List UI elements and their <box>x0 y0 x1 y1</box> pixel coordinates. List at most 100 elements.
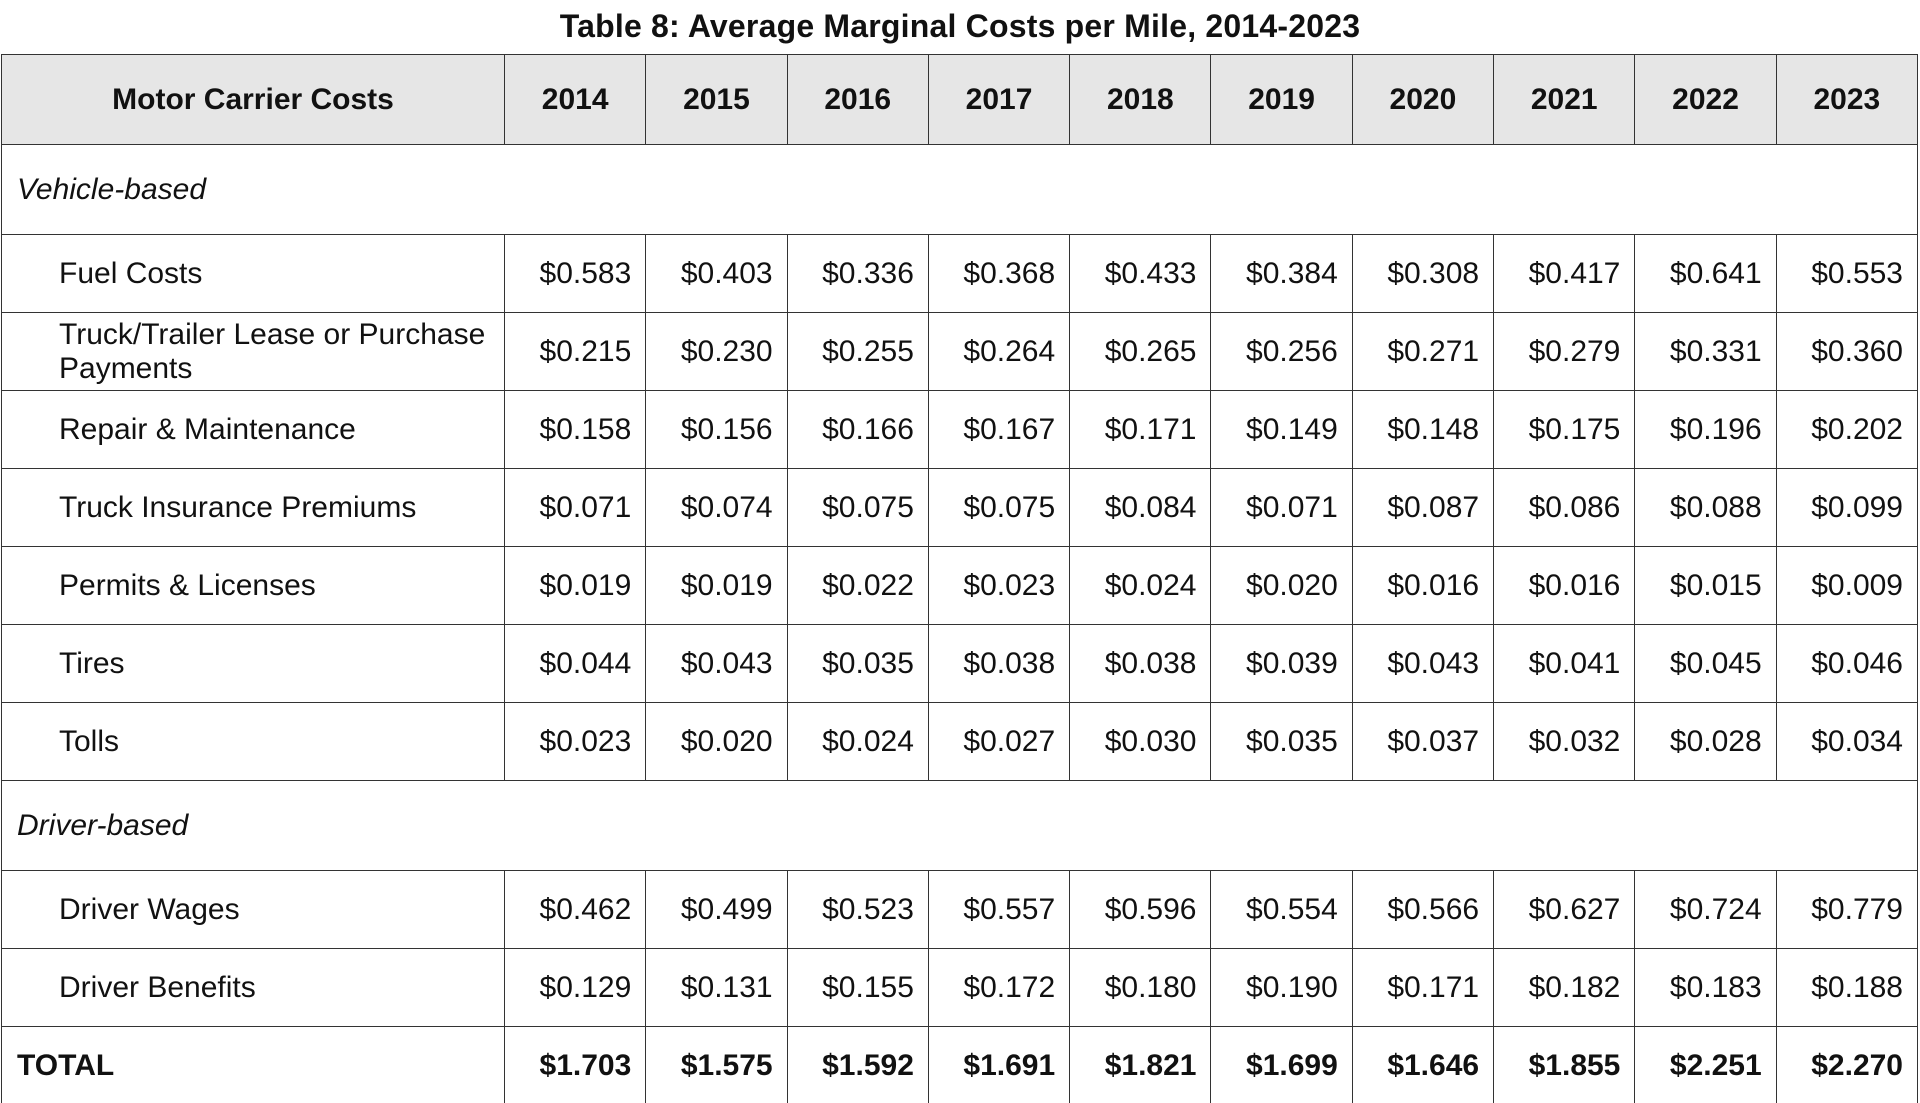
table-row: Fuel Costs $0.583 $0.403 $0.336 $0.368 $0.433… <box>1 234 1919 313</box>
value-cell: $0.167 <box>927 390 1071 469</box>
table-title: Table 8: Average Marginal Costs per Mile… <box>559 8 1361 44</box>
header-year-cell: 2019 <box>1210 54 1353 145</box>
table-body: Vehicle-based Fuel Costs $0.583 $0.403 $0.33… <box>1 144 1919 1103</box>
value-cell: $0.523 <box>786 870 929 949</box>
value-cell: $0.336 <box>786 234 929 313</box>
value-cell: $0.043 <box>1351 624 1495 703</box>
value-cell: $0.075 <box>927 468 1071 547</box>
total-value-cell: $2.270 <box>1775 1026 1919 1103</box>
value-cell: $0.022 <box>786 546 929 625</box>
value-cell: $0.202 <box>1775 390 1919 469</box>
value-cell: $0.190 <box>1210 948 1353 1027</box>
costs-table: Motor Carrier Costs 2014 2015 2016 2017 2018… <box>1 54 1919 1103</box>
value-cell: $0.071 <box>503 468 647 547</box>
value-cell: $0.264 <box>927 312 1071 391</box>
value-cell: $0.553 <box>1775 234 1919 313</box>
value-cell: $0.331 <box>1634 312 1777 391</box>
value-cell: $0.084 <box>1069 468 1212 547</box>
table-header: Motor Carrier Costs 2014 2015 2016 2017 2018… <box>1 54 1919 145</box>
table-row: Driver Benefits $0.129 $0.131 $0.155 $0.172 $… <box>1 948 1919 1027</box>
value-cell: $0.462 <box>503 870 647 949</box>
value-cell: $0.183 <box>1634 948 1777 1027</box>
total-row: TOTAL $1.703 $1.575 $1.592 $1.691 $1.821 $1.69… <box>1 1026 1919 1103</box>
value-cell: $0.196 <box>1634 390 1777 469</box>
header-year-cell: 2021 <box>1493 54 1636 145</box>
value-cell: $0.087 <box>1351 468 1495 547</box>
value-cell: $0.627 <box>1493 870 1636 949</box>
value-cell: $0.015 <box>1634 546 1777 625</box>
row-label: Truck/Trailer Lease or Purchase Payments <box>1 312 505 391</box>
value-cell: $0.596 <box>1069 870 1212 949</box>
value-cell: $0.044 <box>503 624 647 703</box>
value-cell: $0.037 <box>1351 702 1495 781</box>
value-cell: $0.166 <box>786 390 929 469</box>
value-cell: $0.009 <box>1775 546 1919 625</box>
header-year-cell: 2023 <box>1775 54 1919 145</box>
value-cell: $0.182 <box>1493 948 1636 1027</box>
value-cell: $0.171 <box>1069 390 1212 469</box>
value-cell: $0.641 <box>1634 234 1777 313</box>
value-cell: $0.583 <box>503 234 647 313</box>
header-year-cell: 2017 <box>927 54 1071 145</box>
value-cell: $0.230 <box>645 312 788 391</box>
header-year-cell: 2020 <box>1351 54 1495 145</box>
row-label: Tolls <box>1 702 505 781</box>
value-cell: $0.271 <box>1351 312 1495 391</box>
value-cell: $0.158 <box>503 390 647 469</box>
value-cell: $0.724 <box>1634 870 1777 949</box>
value-cell: $0.019 <box>645 546 788 625</box>
total-value-cell: $1.821 <box>1069 1026 1212 1103</box>
value-cell: $0.215 <box>503 312 647 391</box>
value-cell: $0.172 <box>927 948 1071 1027</box>
value-cell: $0.148 <box>1351 390 1495 469</box>
value-cell: $0.149 <box>1210 390 1353 469</box>
table-row: Truck/Trailer Lease or Purchase Payments… <box>1 312 1919 391</box>
header-row: Motor Carrier Costs 2014 2015 2016 2017 2018… <box>1 54 1919 145</box>
value-cell: $0.032 <box>1493 702 1636 781</box>
value-cell: $0.180 <box>1069 948 1212 1027</box>
header-label-cell: Motor Carrier Costs <box>1 54 505 145</box>
value-cell: $0.071 <box>1210 468 1353 547</box>
value-cell: $0.554 <box>1210 870 1353 949</box>
header-year-cell: 2022 <box>1634 54 1777 145</box>
value-cell: $0.023 <box>927 546 1071 625</box>
value-cell: $0.043 <box>645 624 788 703</box>
section-label: Vehicle-based <box>1 144 1918 235</box>
total-value-cell: $2.251 <box>1634 1026 1777 1103</box>
table-row: Tires $0.044 $0.043 $0.035 $0.038 $0.038 $0.03… <box>1 624 1919 703</box>
value-cell: $0.255 <box>786 312 929 391</box>
value-cell: $0.016 <box>1493 546 1636 625</box>
table-row: Truck Insurance Premiums $0.071 $0.074 $0.0… <box>1 468 1919 547</box>
value-cell: $0.024 <box>1069 546 1212 625</box>
value-cell: $0.038 <box>1069 624 1212 703</box>
value-cell: $0.155 <box>786 948 929 1027</box>
value-cell: $0.557 <box>927 870 1071 949</box>
header-year-cell: 2018 <box>1069 54 1212 145</box>
value-cell: $0.027 <box>927 702 1071 781</box>
value-cell: $0.088 <box>1634 468 1777 547</box>
value-cell: $0.779 <box>1775 870 1919 949</box>
value-cell: $0.188 <box>1775 948 1919 1027</box>
value-cell: $0.156 <box>645 390 788 469</box>
value-cell: $0.308 <box>1351 234 1495 313</box>
total-value-cell: $1.691 <box>927 1026 1071 1103</box>
value-cell: $0.403 <box>645 234 788 313</box>
total-value-cell: $1.703 <box>503 1026 647 1103</box>
value-cell: $0.131 <box>645 948 788 1027</box>
value-cell: $0.360 <box>1775 312 1919 391</box>
value-cell: $0.020 <box>645 702 788 781</box>
value-cell: $0.030 <box>1069 702 1212 781</box>
header-year-cell: 2015 <box>645 54 788 145</box>
value-cell: $0.035 <box>786 624 929 703</box>
value-cell: $0.023 <box>503 702 647 781</box>
total-value-cell: $1.699 <box>1210 1026 1353 1103</box>
value-cell: $0.368 <box>927 234 1071 313</box>
total-value-cell: $1.646 <box>1351 1026 1495 1103</box>
row-label: Truck Insurance Premiums <box>1 468 505 547</box>
value-cell: $0.024 <box>786 702 929 781</box>
value-cell: $0.034 <box>1775 702 1919 781</box>
table-row: Driver Wages $0.462 $0.499 $0.523 $0.557 $0.5… <box>1 870 1919 949</box>
value-cell: $0.566 <box>1351 870 1495 949</box>
value-cell: $0.175 <box>1493 390 1636 469</box>
